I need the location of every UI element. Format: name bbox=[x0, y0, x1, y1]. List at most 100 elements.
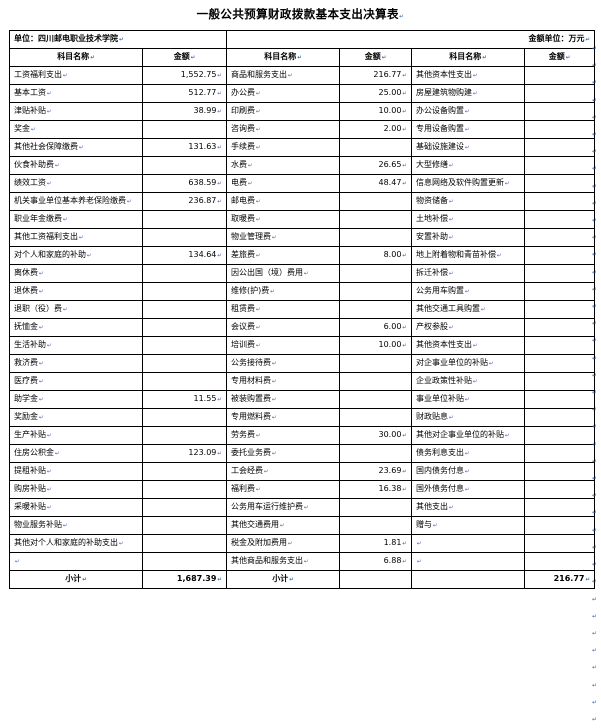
cell-amount-right bbox=[524, 102, 596, 121]
paragraph-mark-icon: ↵ bbox=[465, 487, 470, 493]
header-amount-3: 金额↵ bbox=[524, 48, 596, 67]
cell-label-left: 物业服务补贴↵ bbox=[9, 516, 143, 535]
paragraph-mark-icon: ↵ bbox=[256, 199, 261, 205]
cell-amount-right bbox=[524, 174, 596, 193]
paragraph-mark-icon: ↵ bbox=[473, 91, 478, 97]
table-row: 住房公积金↵ 123.09↵ 委托业务费↵ 债务利息支出↵ bbox=[9, 444, 596, 463]
paragraph-mark-icon: ↵ bbox=[592, 647, 598, 655]
paragraph-mark-icon: ↵ bbox=[433, 523, 438, 529]
paragraph-mark-icon: ↵ bbox=[280, 523, 285, 529]
cell-label-middle: 因公出国（境）费用↵ bbox=[226, 264, 341, 283]
paragraph-mark-icon: ↵ bbox=[592, 664, 598, 672]
cell-label-middle: 被装购置费↵ bbox=[226, 390, 341, 409]
cell-label-right: ↵ bbox=[411, 534, 526, 553]
paragraph-mark-icon: ↵ bbox=[592, 251, 598, 259]
cell-label-left: 机关事业单位基本养老保险缴费↵ bbox=[9, 192, 143, 211]
table-row: 职业年金缴费↵ 取暖费↵ 土地补偿↵ bbox=[9, 210, 596, 229]
cell-amount-left bbox=[141, 408, 228, 427]
paragraph-mark-icon: ↵ bbox=[449, 217, 454, 223]
table-row: 助学金↵ 11.55↵ 被装购置费↵ 事业单位补贴↵ bbox=[9, 390, 596, 409]
cell-amount-middle bbox=[339, 264, 413, 283]
cell-label-right: 企业政策性补贴↵ bbox=[411, 372, 526, 391]
cell-label-right: 基础设施建设↵ bbox=[411, 138, 526, 157]
cell-amount-right bbox=[524, 156, 596, 175]
cell-amount-middle bbox=[339, 372, 413, 391]
page-title: 一般公共预算财政拨款基本支出决算表↵ bbox=[0, 0, 601, 30]
table-row: 绩效工资↵ 638.59↵ 电费↵ 48.47↵ 信息网络及软件购置更新↵ bbox=[9, 174, 596, 193]
cell-amount-left bbox=[141, 498, 228, 517]
paragraph-mark-icon: ↵ bbox=[217, 109, 223, 115]
paragraph-mark-icon: ↵ bbox=[585, 37, 591, 43]
cell-amount-right bbox=[524, 300, 596, 319]
paragraph-mark-icon: ↵ bbox=[39, 415, 44, 421]
paragraph-mark-icon: ↵ bbox=[592, 526, 598, 534]
paragraph-mark-icon: ↵ bbox=[402, 325, 408, 331]
cell-amount-middle: 30.00↵ bbox=[339, 426, 413, 445]
paragraph-mark-icon: ↵ bbox=[15, 559, 20, 565]
paragraph-mark-icon: ↵ bbox=[304, 505, 309, 511]
cell-label-right: 赠与↵ bbox=[411, 516, 526, 535]
cell-amount-left bbox=[141, 372, 228, 391]
cell-label-middle: 办公费↵ bbox=[226, 84, 341, 103]
cell-amount-middle: 25.00↵ bbox=[339, 84, 413, 103]
paragraph-mark-icon: ↵ bbox=[592, 320, 598, 328]
paragraph-mark-icon: ↵ bbox=[449, 415, 454, 421]
cell-amount-middle bbox=[339, 408, 413, 427]
paragraph-mark-icon: ↵ bbox=[256, 145, 261, 151]
paragraph-mark-icon: ↵ bbox=[465, 451, 470, 457]
cell-amount-middle bbox=[339, 282, 413, 301]
paragraph-mark-icon: ↵ bbox=[481, 307, 486, 313]
paragraph-mark-icon: ↵ bbox=[217, 577, 223, 583]
paragraph-mark-icon: ↵ bbox=[217, 145, 223, 151]
paragraph-mark-icon: ↵ bbox=[272, 379, 277, 385]
paragraph-mark-icon: ↵ bbox=[402, 343, 408, 349]
cell-amount-left: 236.87↵ bbox=[141, 192, 228, 211]
cell-label-right: 安置补助↵ bbox=[411, 228, 526, 247]
table-row: 物业服务补贴↵ 其他交通费用↵ 赠与↵ bbox=[9, 516, 596, 535]
paragraph-mark-icon: ↵ bbox=[592, 492, 598, 500]
paragraph-mark-icon: ↵ bbox=[63, 73, 68, 79]
paragraph-mark-icon: ↵ bbox=[402, 109, 408, 115]
cell-label-right: 对企事业单位的补贴↵ bbox=[411, 354, 526, 373]
paragraph-mark-icon: ↵ bbox=[55, 163, 60, 169]
cell-label-left: 职业年金缴费↵ bbox=[9, 210, 143, 229]
cell-amount-left: 134.64↵ bbox=[141, 246, 228, 265]
cell-amount-right bbox=[524, 444, 596, 463]
paragraph-mark-icon: ↵ bbox=[592, 182, 598, 190]
cell-label-right: 办公设备购置↵ bbox=[411, 102, 526, 121]
paragraph-mark-icon: ↵ bbox=[402, 91, 408, 97]
paragraph-mark-icon: ↵ bbox=[449, 235, 454, 241]
paragraph-mark-icon: ↵ bbox=[592, 595, 598, 603]
paragraph-mark-icon: ↵ bbox=[592, 612, 598, 620]
paragraph-mark-icon: ↵ bbox=[489, 361, 494, 367]
paragraph-mark-icon: ↵ bbox=[47, 343, 52, 349]
paragraph-mark-icon: ↵ bbox=[402, 487, 408, 493]
paragraph-mark-icon: ↵ bbox=[79, 235, 84, 241]
paragraph-mark-icon: ↵ bbox=[402, 541, 408, 547]
paragraph-mark-icon: ↵ bbox=[39, 361, 44, 367]
table-row: 基本工资↵ 512.77↵ 办公费↵ 25.00↵ 房屋建筑物购建↵ bbox=[9, 84, 596, 103]
paragraph-mark-icon: ↵ bbox=[592, 715, 598, 723]
cell-label-right: 大型修缮↵ bbox=[411, 156, 526, 175]
header-amount-2: 金额↵ bbox=[339, 48, 413, 67]
paragraph-mark-icon: ↵ bbox=[82, 577, 87, 583]
paragraph-mark-icon: ↵ bbox=[592, 457, 598, 465]
cell-amount-right bbox=[524, 408, 596, 427]
cell-amount-left bbox=[141, 354, 228, 373]
paragraph-mark-icon: ↵ bbox=[47, 487, 52, 493]
cell-amount-left bbox=[141, 120, 228, 139]
paragraph-mark-icon: ↵ bbox=[592, 285, 598, 293]
paragraph-mark-icon: ↵ bbox=[272, 235, 277, 241]
paragraph-mark-icon: ↵ bbox=[402, 433, 408, 439]
paragraph-mark-icon: ↵ bbox=[47, 469, 52, 475]
paragraph-mark-icon: ↵ bbox=[592, 440, 598, 448]
paragraph-mark-icon: ↵ bbox=[592, 561, 598, 569]
paragraph-mark-icon: ↵ bbox=[270, 289, 275, 295]
paragraph-mark-icon: ↵ bbox=[217, 253, 223, 259]
cell-amount-left bbox=[141, 228, 228, 247]
paragraph-mark-icon: ↵ bbox=[592, 629, 598, 637]
cell-amount-left: 131.63↵ bbox=[141, 138, 228, 157]
paragraph-mark-icon: ↵ bbox=[256, 487, 261, 493]
cell-label-left: 其他工资福利支出↵ bbox=[9, 228, 143, 247]
table-row: 伙食补助费↵ 水费↵ 26.65↵ 大型修缮↵ bbox=[9, 156, 596, 175]
